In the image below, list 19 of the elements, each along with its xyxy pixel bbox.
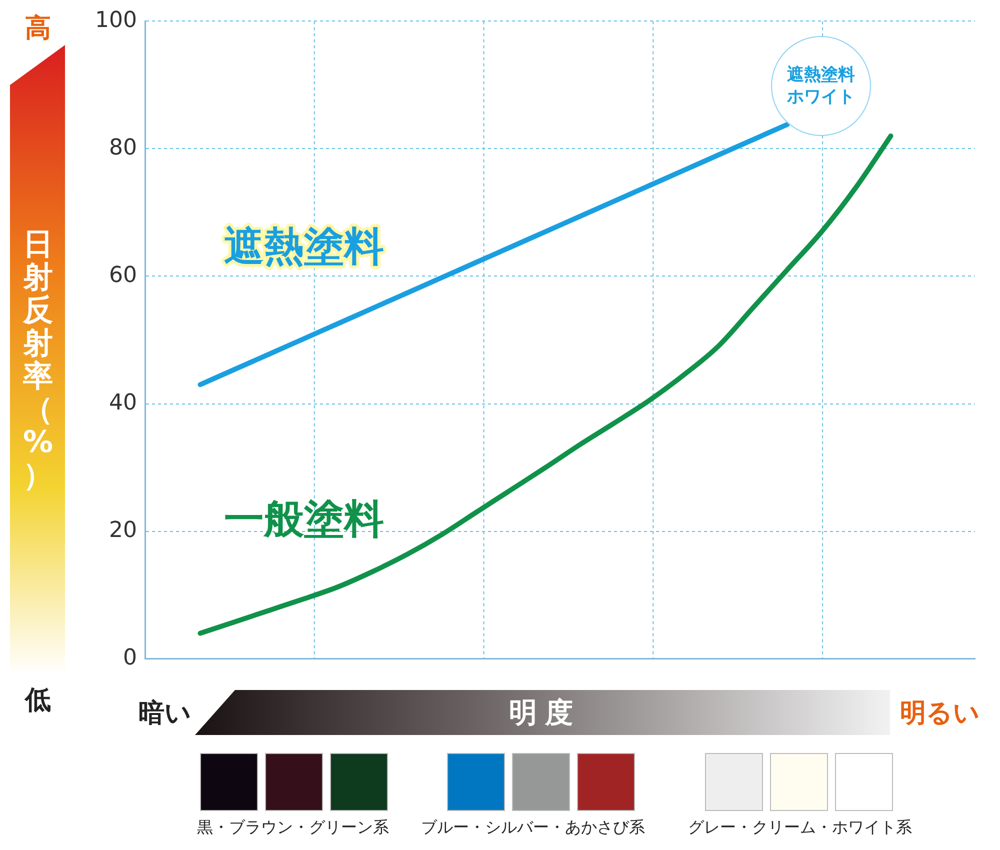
series-label: 遮熱塗料 xyxy=(224,224,384,270)
text: 黒・ブラウン・グリーン系 xyxy=(197,818,389,838)
annotation: 遮熱塗料ホワイト xyxy=(786,64,856,108)
circle-badge: 遮熱塗料ホワイト xyxy=(771,36,872,136)
y-tick-label: 0 xyxy=(123,646,137,671)
x-axis-title: 明度 xyxy=(509,695,581,731)
y-tick-label: 80 xyxy=(109,135,137,160)
text: 明るい xyxy=(900,698,980,730)
text: 暗い xyxy=(138,698,192,730)
y-tick-label: 40 xyxy=(109,390,137,416)
text: ブルー・シルバー・あかさび系 xyxy=(421,818,645,838)
y-tick-label: 100 xyxy=(95,8,137,33)
y-tick-label: 20 xyxy=(109,518,137,543)
y-tick-label: 60 xyxy=(109,262,137,288)
text: 低 xyxy=(25,684,51,718)
series-label: 一般塗料 xyxy=(224,496,384,542)
text: グレー・クリーム・ホワイト系 xyxy=(688,818,912,838)
y-axis-title: 日射反射率（%） xyxy=(22,227,54,493)
text: 高 xyxy=(25,12,51,46)
